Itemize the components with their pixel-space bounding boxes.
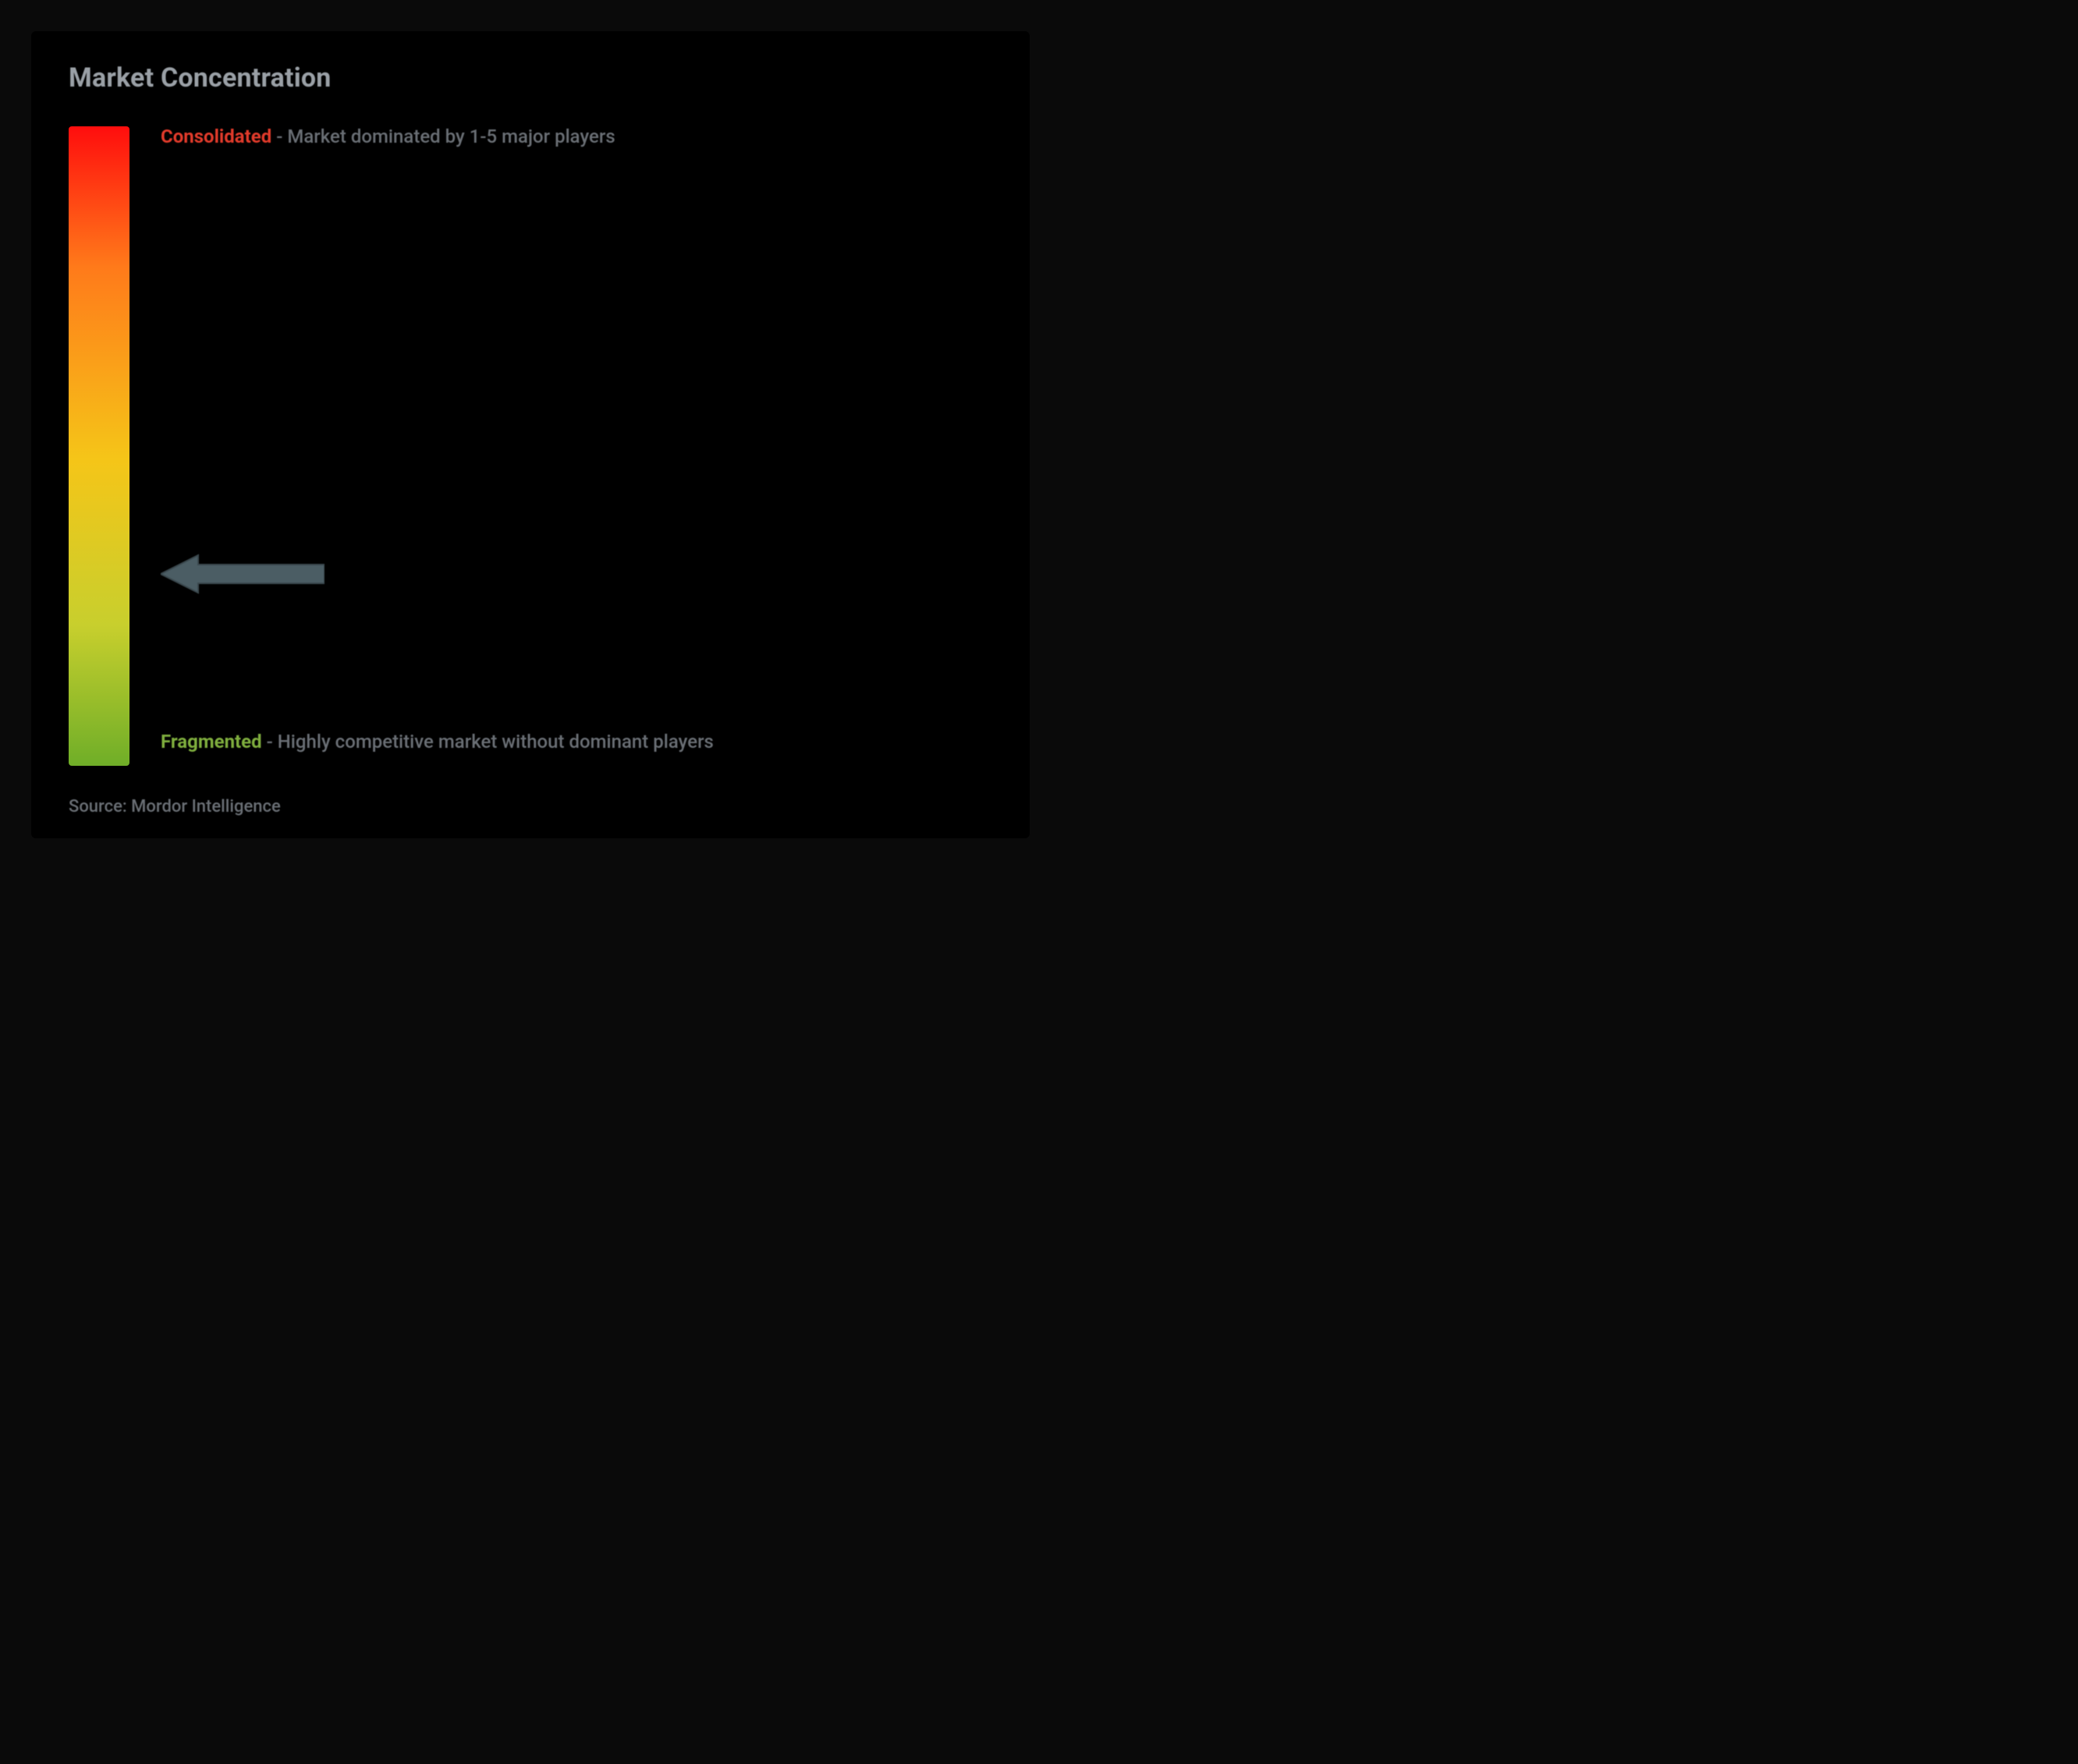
arrow-icon: [161, 552, 324, 596]
chart-body: Consolidated - Market dominated by 1-5 m…: [69, 126, 992, 766]
consolidated-desc: - Market dominated by 1-5 major players: [276, 122, 615, 153]
source-attribution: Source: Mordor Intelligence: [69, 797, 992, 816]
consolidated-key: Consolidated: [161, 122, 271, 153]
position-indicator-arrow: [161, 552, 324, 596]
consolidated-label: Consolidated - Market dominated by 1-5 m…: [161, 122, 615, 153]
fragmented-desc: - Highly competitive market without domi…: [267, 727, 714, 758]
fragmented-sep: -: [267, 731, 278, 753]
consolidated-sep: -: [276, 126, 287, 147]
chart-title: Market Concentration: [69, 62, 992, 94]
fragmented-desc-text: Highly competitive market without domina…: [278, 731, 714, 753]
fragmented-label: Fragmented - Highly competitive market w…: [161, 727, 714, 758]
fragmented-key: Fragmented: [161, 727, 262, 758]
consolidated-desc-text: Market dominated by 1-5 major players: [287, 126, 615, 147]
labels-column: Consolidated - Market dominated by 1-5 m…: [161, 126, 992, 766]
concentration-gradient-bar: [69, 126, 129, 766]
market-concentration-card: Market Concentration Consolidated - Mark…: [31, 31, 1030, 838]
